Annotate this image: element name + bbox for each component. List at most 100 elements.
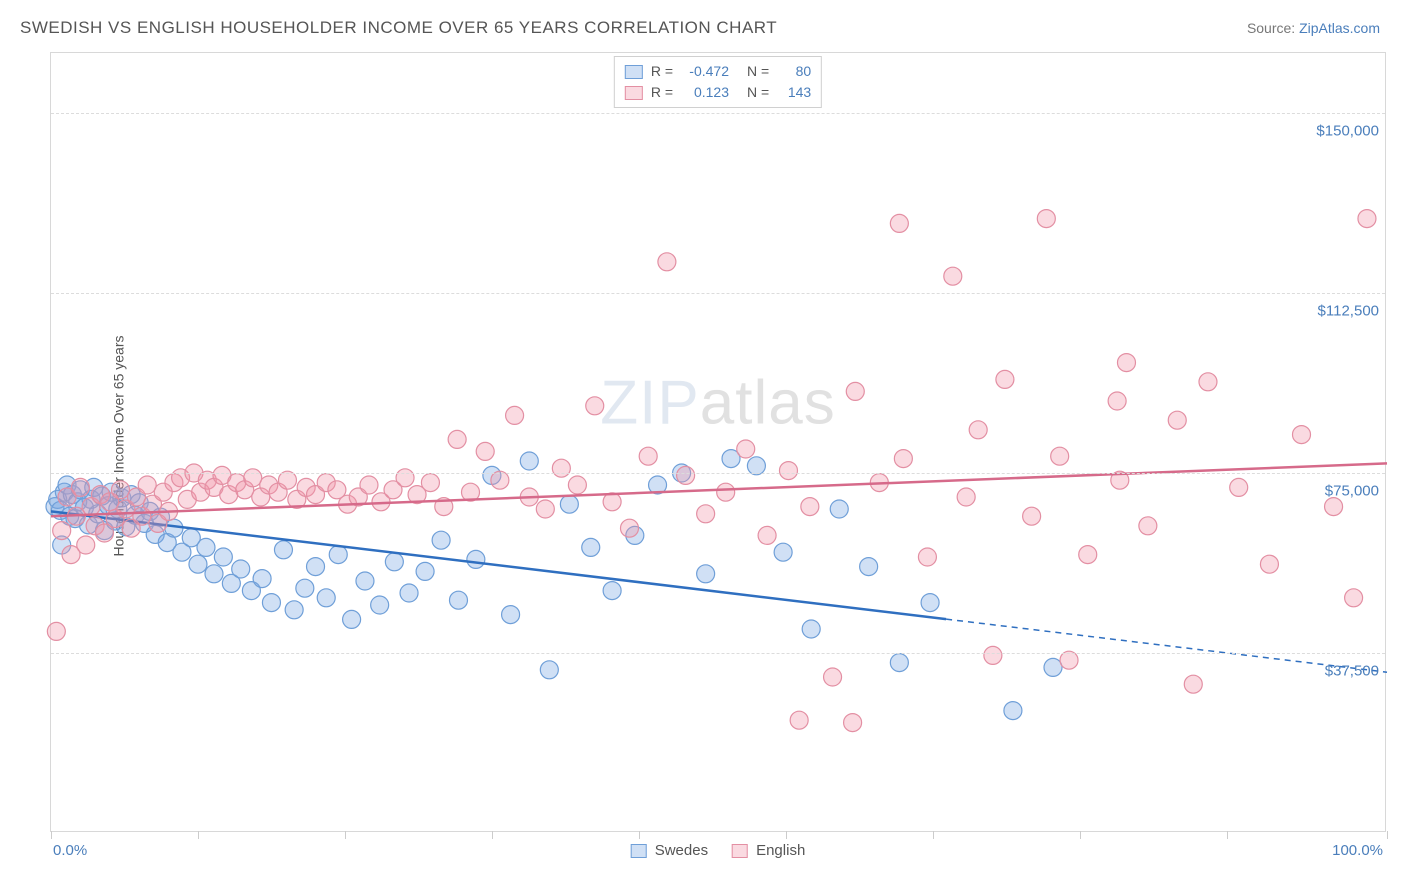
scatter-point (944, 267, 962, 285)
scatter-point (1168, 411, 1186, 429)
scatter-point (996, 370, 1014, 388)
scatter-point (432, 531, 450, 549)
scatter-point (552, 459, 570, 477)
scatter-point (506, 406, 524, 424)
scatter-point (205, 565, 223, 583)
x-tick (345, 831, 346, 839)
scatter-point (1117, 354, 1135, 372)
scatter-point (71, 478, 89, 496)
series-legend: SwedesEnglish (631, 842, 806, 859)
correlation-stats-box: R =-0.472N =80R =0.123N =143 (614, 56, 822, 108)
scatter-point (830, 500, 848, 518)
scatter-point (467, 550, 485, 568)
r-value: -0.472 (681, 61, 729, 82)
chart-area: ZIPatlas R =-0.472N =80R =0.123N =143 Sw… (50, 52, 1386, 832)
scatter-point (138, 476, 156, 494)
scatter-point (1079, 546, 1097, 564)
scatter-point (47, 622, 65, 640)
gridline-h (51, 293, 1385, 294)
scatter-point (360, 476, 378, 494)
x-tick (492, 831, 493, 839)
scatter-point (1004, 702, 1022, 720)
scatter-point (697, 505, 715, 523)
scatter-point (1325, 498, 1343, 516)
scatter-point (449, 591, 467, 609)
scatter-point (802, 620, 820, 638)
scatter-point (658, 253, 676, 271)
scatter-point (1139, 517, 1157, 535)
n-value: 80 (777, 61, 811, 82)
scatter-point (1260, 555, 1278, 573)
scatter-point (758, 526, 776, 544)
scatter-point (385, 553, 403, 571)
scatter-point (536, 500, 554, 518)
scatter-point (274, 541, 292, 559)
x-tick (1080, 831, 1081, 839)
scatter-point (824, 668, 842, 686)
scatter-point (1199, 373, 1217, 391)
legend-swatch (732, 844, 748, 858)
stats-row: R =-0.472N =80 (625, 61, 811, 82)
scatter-point (214, 548, 232, 566)
x-tick-label-min: 0.0% (53, 842, 87, 859)
scatter-point (620, 519, 638, 537)
scatter-point (790, 711, 808, 729)
gridline-h (51, 473, 1385, 474)
scatter-point (520, 452, 538, 470)
scatter-point (1051, 447, 1069, 465)
scatter-point (421, 474, 439, 492)
scatter-point (1108, 392, 1126, 410)
x-tick (933, 831, 934, 839)
scatter-point (560, 495, 578, 513)
r-value: 0.123 (681, 82, 729, 103)
scatter-point (307, 558, 325, 576)
scatter-point (860, 558, 878, 576)
legend-swatch (631, 844, 647, 858)
scatter-point (189, 555, 207, 573)
gridline-h (51, 653, 1385, 654)
source-link[interactable]: ZipAtlas.com (1299, 20, 1380, 36)
y-tick-label: $75,000 (1325, 483, 1379, 500)
scatter-point (77, 536, 95, 554)
x-tick (51, 831, 52, 839)
scatter-point (844, 714, 862, 732)
scatter-point (356, 572, 374, 590)
n-label: N = (747, 82, 769, 103)
scatter-point (232, 560, 250, 578)
scatter-point (502, 606, 520, 624)
scatter-point (957, 488, 975, 506)
chart-title: SWEDISH VS ENGLISH HOUSEHOLDER INCOME OV… (20, 18, 777, 38)
trend-line-extrapolated (946, 619, 1387, 672)
r-label: R = (651, 61, 673, 82)
scatter-point (1037, 210, 1055, 228)
x-tick (639, 831, 640, 839)
scatter-point (262, 594, 280, 612)
scatter-point (1023, 507, 1041, 525)
trend-line (51, 511, 946, 619)
x-tick (1227, 831, 1228, 839)
scatter-point (1292, 426, 1310, 444)
scatter-point (253, 570, 271, 588)
scatter-point (677, 466, 695, 484)
legend-item: Swedes (631, 842, 708, 859)
scatter-point (568, 476, 586, 494)
scatter-point (111, 481, 129, 499)
r-label: R = (651, 82, 673, 103)
x-tick-label-max: 100.0% (1332, 842, 1383, 859)
scatter-point (984, 646, 1002, 664)
legend-label: Swedes (655, 842, 708, 859)
x-tick (786, 831, 787, 839)
scatter-point (244, 469, 262, 487)
scatter-point (639, 447, 657, 465)
x-tick (1387, 831, 1388, 839)
x-tick (198, 831, 199, 839)
y-tick-label: $150,000 (1316, 123, 1379, 140)
scatter-point (890, 654, 908, 672)
stats-row: R =0.123N =143 (625, 82, 811, 103)
scatter-point (296, 579, 314, 597)
scatter-point (53, 522, 71, 540)
legend-swatch (625, 65, 643, 79)
source-label: Source: (1247, 20, 1299, 36)
scatter-point (1184, 675, 1202, 693)
y-tick-label: $37,500 (1325, 663, 1379, 680)
